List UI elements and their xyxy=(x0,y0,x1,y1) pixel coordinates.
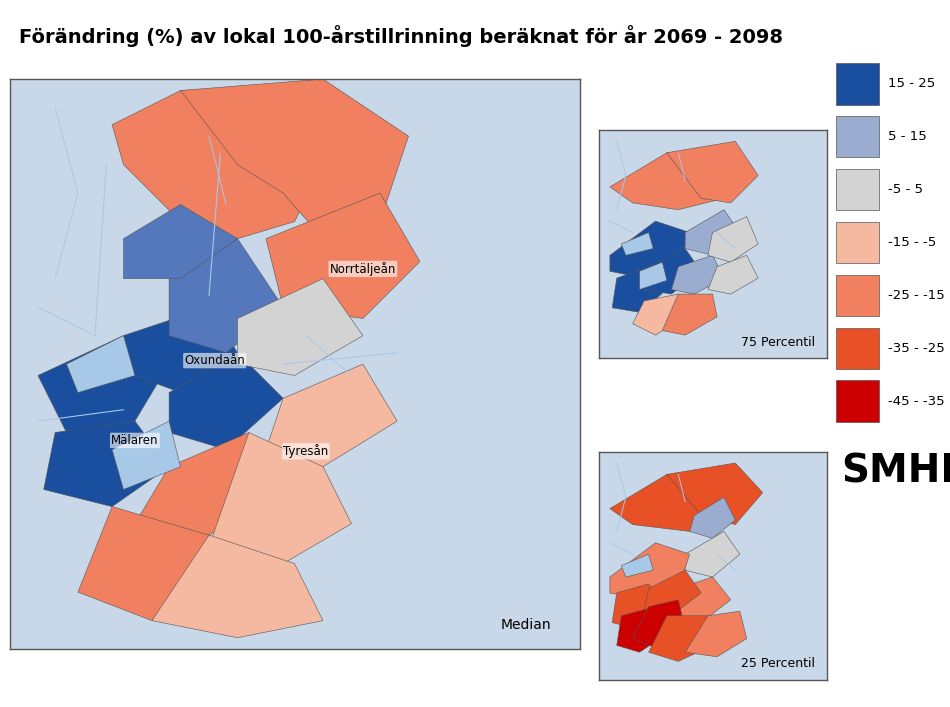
Polygon shape xyxy=(112,421,180,489)
Polygon shape xyxy=(610,474,735,532)
Polygon shape xyxy=(644,570,701,616)
Polygon shape xyxy=(662,294,717,335)
Polygon shape xyxy=(124,204,238,279)
Text: -35 - -25: -35 - -25 xyxy=(888,341,945,355)
Text: -45 - -35: -45 - -35 xyxy=(888,395,945,407)
Polygon shape xyxy=(621,554,654,577)
Text: 25 Percentil: 25 Percentil xyxy=(741,658,815,670)
Polygon shape xyxy=(644,248,701,294)
Text: 75 Percentil: 75 Percentil xyxy=(741,336,815,349)
Polygon shape xyxy=(209,433,352,563)
Polygon shape xyxy=(617,607,667,653)
Polygon shape xyxy=(667,463,763,525)
Text: -15 - -5: -15 - -5 xyxy=(888,236,937,249)
Text: 5 - 15: 5 - 15 xyxy=(888,130,927,144)
Polygon shape xyxy=(169,353,283,450)
Polygon shape xyxy=(238,279,363,375)
FancyBboxPatch shape xyxy=(836,222,880,263)
FancyBboxPatch shape xyxy=(836,380,880,421)
Polygon shape xyxy=(672,255,724,294)
Polygon shape xyxy=(649,616,712,661)
Text: Oxundaån: Oxundaån xyxy=(184,354,245,367)
FancyBboxPatch shape xyxy=(836,274,880,316)
Polygon shape xyxy=(66,336,135,392)
Polygon shape xyxy=(266,193,420,319)
Polygon shape xyxy=(44,421,169,507)
Polygon shape xyxy=(633,294,685,335)
Polygon shape xyxy=(685,210,740,255)
Polygon shape xyxy=(633,600,685,648)
Text: SMHI: SMHI xyxy=(842,452,950,491)
Polygon shape xyxy=(639,262,667,289)
Polygon shape xyxy=(38,336,169,433)
Text: -25 - -15: -25 - -15 xyxy=(888,289,945,302)
Polygon shape xyxy=(667,141,758,203)
Polygon shape xyxy=(78,507,238,621)
Text: -5 - 5: -5 - 5 xyxy=(888,183,923,196)
FancyBboxPatch shape xyxy=(836,64,880,105)
Polygon shape xyxy=(708,255,758,294)
Polygon shape xyxy=(690,497,735,538)
FancyBboxPatch shape xyxy=(836,169,880,211)
Polygon shape xyxy=(708,216,758,262)
Text: Mälaren: Mälaren xyxy=(111,434,159,447)
FancyBboxPatch shape xyxy=(836,327,880,369)
Text: Förändring (%) av lokal 100-årstillrinning beräknat för år 2069 - 2098: Förändring (%) av lokal 100-årstillrinni… xyxy=(19,25,783,47)
Polygon shape xyxy=(266,364,397,467)
Polygon shape xyxy=(685,611,747,657)
Polygon shape xyxy=(667,577,731,623)
Polygon shape xyxy=(621,233,654,255)
Polygon shape xyxy=(180,79,408,239)
FancyBboxPatch shape xyxy=(836,116,880,158)
Polygon shape xyxy=(610,221,690,278)
Polygon shape xyxy=(112,90,323,239)
Polygon shape xyxy=(152,535,323,638)
Text: 15 - 25: 15 - 25 xyxy=(888,78,936,90)
Polygon shape xyxy=(135,433,283,535)
Polygon shape xyxy=(612,584,667,629)
Polygon shape xyxy=(610,153,724,210)
Polygon shape xyxy=(685,532,740,577)
Polygon shape xyxy=(612,267,667,312)
Text: Norrtäljeån: Norrtäljeån xyxy=(330,262,396,276)
Text: Median: Median xyxy=(501,618,551,632)
Polygon shape xyxy=(610,543,690,600)
Polygon shape xyxy=(124,307,238,392)
Text: Tyresån: Tyresån xyxy=(283,444,329,458)
Polygon shape xyxy=(169,239,283,353)
